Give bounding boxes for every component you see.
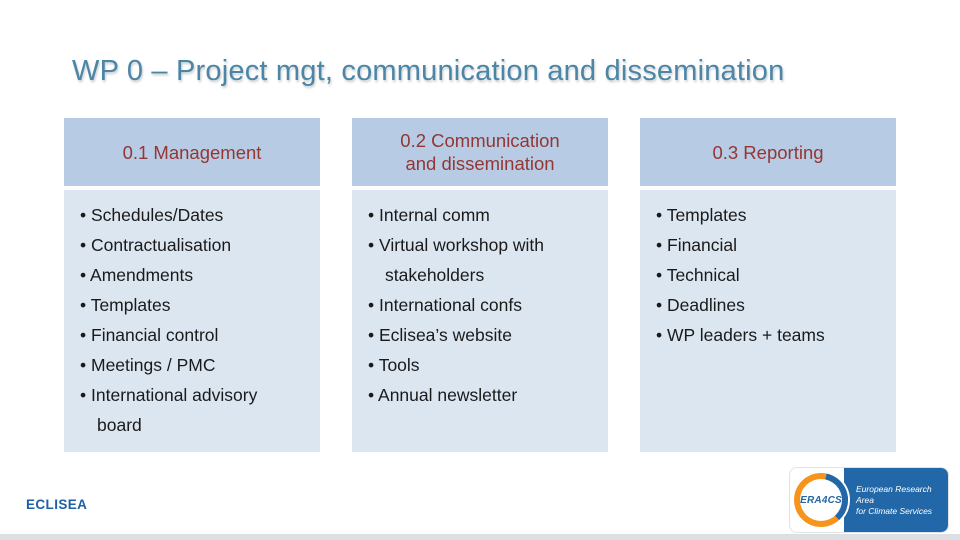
- bullet-list: Schedules/Dates Contractualisation Amend…: [80, 200, 310, 440]
- list-item: Eclisea’s website: [368, 320, 565, 350]
- list-item: Schedules/Dates: [80, 200, 282, 230]
- list-item: Financial: [656, 230, 886, 260]
- era4cs-logo-caption: European Research Area for Climate Servi…: [856, 468, 944, 532]
- column-management-header: 0.1 Management: [64, 118, 320, 186]
- era4cs-caption-line2: for Climate Services: [856, 505, 933, 516]
- bullet-list: Templates Financial Technical Deadlines …: [656, 200, 886, 350]
- footer-brand: ECLISEA: [26, 497, 88, 512]
- era4cs-badge-label: ERA4CS: [800, 479, 842, 521]
- column-communication-header: 0.2 Communication and dissemination: [352, 118, 608, 186]
- era4cs-logo: European Research Area for Climate Servi…: [790, 468, 948, 532]
- column-header-label: 0.2 Communication and dissemination: [400, 130, 560, 174]
- list-item: Internal comm: [368, 200, 565, 230]
- list-item: Deadlines: [656, 290, 886, 320]
- list-item: Meetings / PMC: [80, 350, 282, 380]
- column-management: 0.1 Management Schedules/Dates Contractu…: [64, 118, 320, 452]
- column-reporting: 0.3 Reporting Templates Financial Techni…: [640, 118, 896, 452]
- era4cs-logo-panel: [844, 468, 948, 532]
- list-item: Templates: [80, 290, 282, 320]
- column-communication: 0.2 Communication and dissemination Inte…: [352, 118, 608, 452]
- list-item: Amendments: [80, 260, 282, 290]
- era4cs-badge-icon: ERA4CS: [794, 473, 848, 527]
- column-header-label: 0.3 Reporting: [712, 141, 824, 163]
- column-reporting-header: 0.3 Reporting: [640, 118, 896, 186]
- list-item: Templates: [656, 200, 886, 230]
- list-item: WP leaders + teams: [656, 320, 886, 350]
- list-item: Annual newsletter: [368, 380, 565, 410]
- slide-title: WP 0 – Project mgt, communication and di…: [72, 55, 785, 88]
- column-management-body: Schedules/Dates Contractualisation Amend…: [64, 190, 320, 452]
- column-reporting-body: Templates Financial Technical Deadlines …: [640, 190, 896, 452]
- era4cs-caption-line1: European Research Area: [856, 483, 932, 505]
- column-header-label: 0.1 Management: [122, 141, 262, 163]
- list-item: Contractualisation: [80, 230, 282, 260]
- list-item: Virtual workshop with stakeholders: [368, 230, 565, 290]
- slide-bottom-edge: [0, 534, 960, 540]
- list-item: Tools: [368, 350, 565, 380]
- list-item: Technical: [656, 260, 886, 290]
- bullet-list: Internal comm Virtual workshop with stak…: [368, 200, 598, 410]
- list-item: Financial control: [80, 320, 282, 350]
- list-item: International confs: [368, 290, 565, 320]
- list-item: International advisory board: [80, 380, 282, 440]
- column-communication-body: Internal comm Virtual workshop with stak…: [352, 190, 608, 452]
